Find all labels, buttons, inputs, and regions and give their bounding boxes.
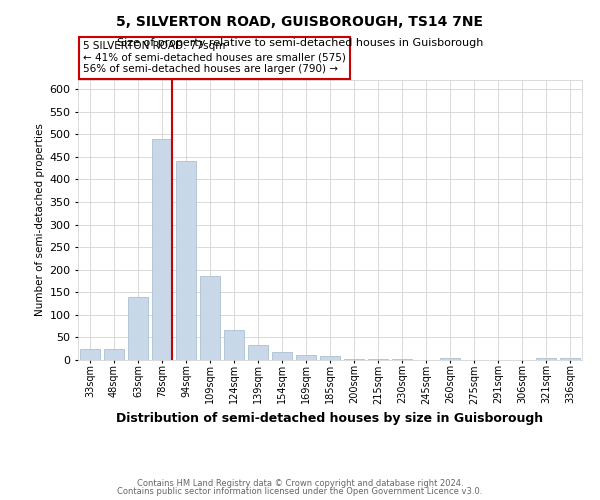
Bar xyxy=(248,345,268,360)
Bar xyxy=(128,297,148,360)
Bar xyxy=(200,276,220,360)
Bar xyxy=(80,348,100,360)
Text: Size of property relative to semi-detached houses in Guisborough: Size of property relative to semi-detach… xyxy=(117,38,483,48)
Bar xyxy=(224,330,244,360)
Text: Contains HM Land Registry data © Crown copyright and database right 2024.: Contains HM Land Registry data © Crown c… xyxy=(137,478,463,488)
Bar xyxy=(320,356,340,360)
Y-axis label: Number of semi-detached properties: Number of semi-detached properties xyxy=(35,124,45,316)
Text: 5, SILVERTON ROAD, GUISBOROUGH, TS14 7NE: 5, SILVERTON ROAD, GUISBOROUGH, TS14 7NE xyxy=(116,15,484,29)
Bar xyxy=(272,352,292,360)
Bar xyxy=(176,162,196,360)
Bar xyxy=(296,356,316,360)
Text: 5 SILVERTON ROAD: 77sqm
← 41% of semi-detached houses are smaller (575)
56% of s: 5 SILVERTON ROAD: 77sqm ← 41% of semi-de… xyxy=(83,41,346,74)
Bar xyxy=(440,358,460,360)
Bar xyxy=(560,358,580,360)
Bar xyxy=(392,359,412,360)
Bar xyxy=(152,138,172,360)
Bar xyxy=(104,348,124,360)
Bar xyxy=(344,358,364,360)
Bar xyxy=(368,358,388,360)
X-axis label: Distribution of semi-detached houses by size in Guisborough: Distribution of semi-detached houses by … xyxy=(116,412,544,425)
Text: Contains public sector information licensed under the Open Government Licence v3: Contains public sector information licen… xyxy=(118,487,482,496)
Bar xyxy=(536,358,556,360)
